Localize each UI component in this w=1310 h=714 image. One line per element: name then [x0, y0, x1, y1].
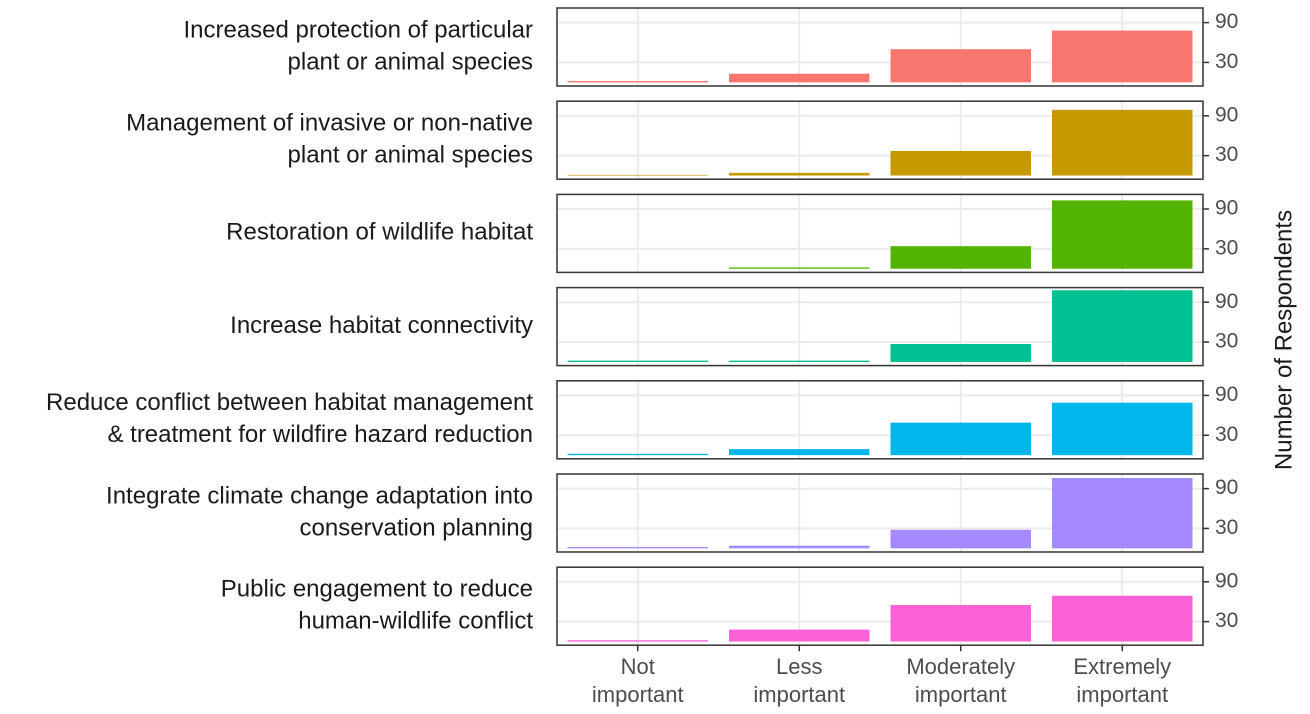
y-tick-label: 90 — [1215, 197, 1238, 220]
bar — [567, 174, 709, 176]
panel-border — [556, 7, 1204, 87]
bar — [1051, 200, 1193, 269]
facet-title: human-wildlife conflict — [298, 608, 533, 635]
bar — [728, 629, 870, 642]
x-tick-label: important — [592, 682, 684, 707]
bar — [728, 360, 870, 362]
bar — [728, 267, 870, 269]
bar — [890, 422, 1032, 456]
facet-title: Increased protection of particular — [183, 16, 533, 43]
y-tick-label: 30 — [1215, 423, 1238, 446]
panel-border — [556, 566, 1204, 646]
facet-title: Integrate climate change adaptation into — [106, 482, 533, 509]
bar — [1051, 109, 1193, 176]
panel-border — [556, 193, 1204, 274]
bar — [728, 545, 870, 549]
bar — [890, 150, 1032, 176]
x-tick-label: Not — [621, 654, 655, 679]
y-tick-label: 90 — [1215, 476, 1238, 499]
facet-title: Restoration of wildlife habitat — [226, 219, 533, 246]
x-tick-label: important — [915, 682, 1007, 707]
panel-border — [556, 473, 1204, 553]
bar — [890, 49, 1032, 83]
bar — [567, 81, 709, 83]
y-axis-label: Number of Respondents — [1270, 210, 1297, 470]
facet-title: Reduce conflict between habitat manageme… — [46, 389, 533, 416]
facet-title: Management of invasive or non-native — [126, 110, 533, 137]
x-tick-label: important — [1076, 682, 1168, 707]
bar — [728, 73, 870, 83]
x-tick-label: Less — [776, 654, 822, 679]
y-tick-label: 90 — [1215, 569, 1238, 592]
bar — [567, 453, 709, 456]
x-tick-label: Moderately — [906, 654, 1015, 679]
x-tick-label: Extremely — [1073, 654, 1171, 679]
bar — [1051, 477, 1193, 549]
y-tick-label: 90 — [1215, 103, 1238, 126]
bar — [890, 529, 1032, 549]
y-tick-label: 30 — [1215, 330, 1238, 353]
bar — [728, 172, 870, 176]
bar — [1051, 290, 1193, 362]
panel-border — [556, 100, 1204, 180]
x-tick-label: important — [753, 682, 845, 707]
bar — [728, 449, 870, 456]
y-tick-label: 30 — [1215, 609, 1238, 632]
y-tick-label: 90 — [1215, 290, 1238, 313]
bar — [890, 344, 1032, 362]
bar — [567, 360, 709, 362]
bar — [567, 640, 709, 642]
bar — [1051, 30, 1193, 83]
bar — [1051, 402, 1193, 456]
y-tick-label: 90 — [1215, 383, 1238, 406]
bar — [890, 246, 1032, 269]
panel-border — [556, 380, 1204, 460]
panel-border — [556, 286, 1204, 367]
facet-title: conservation planning — [300, 514, 534, 541]
facet-title: & treatment for wildfire hazard reductio… — [107, 421, 533, 448]
y-tick-label: 30 — [1215, 236, 1238, 259]
facet-title: plant or animal species — [288, 48, 533, 75]
facet-title: Public engagement to reduce — [221, 576, 533, 603]
y-tick-label: 30 — [1215, 143, 1238, 166]
y-tick-label: 90 — [1215, 10, 1238, 33]
y-tick-label: 30 — [1215, 50, 1238, 73]
bar — [567, 547, 709, 549]
facet-title: plant or animal species — [288, 142, 533, 169]
facet-title: Increase habitat connectivity — [230, 312, 533, 339]
bar — [890, 605, 1032, 642]
bar — [1051, 595, 1193, 642]
y-tick-label: 30 — [1215, 516, 1238, 539]
